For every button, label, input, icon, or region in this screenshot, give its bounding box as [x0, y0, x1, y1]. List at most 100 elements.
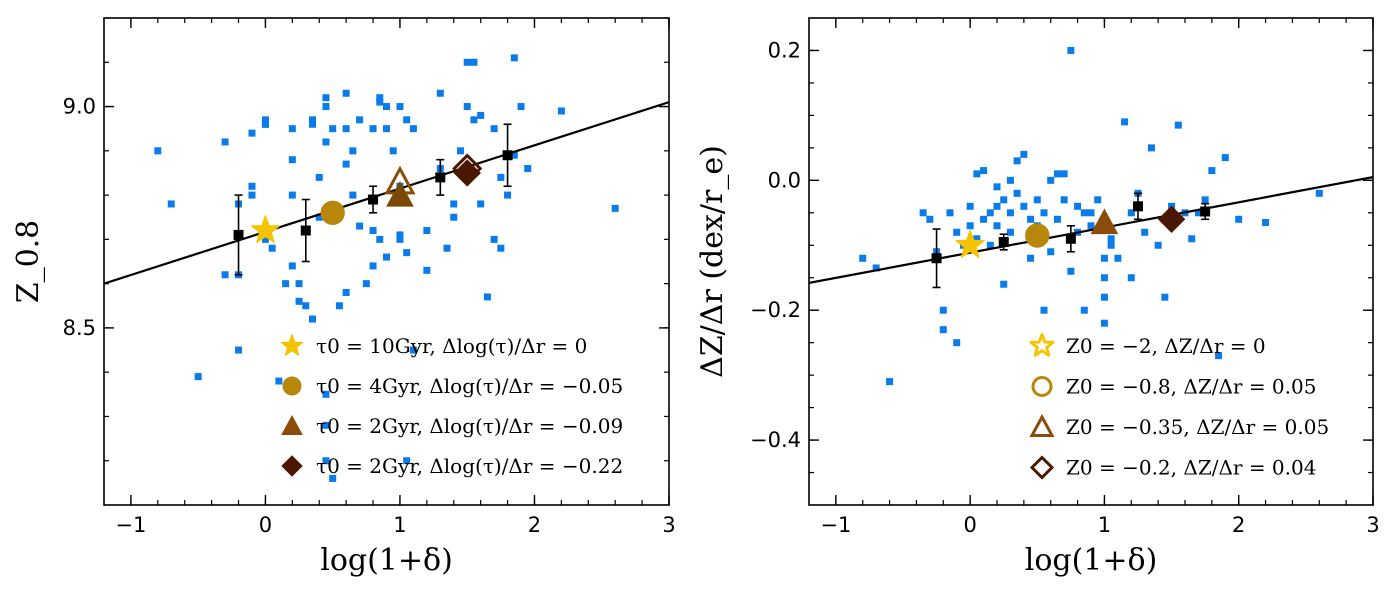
scatter-point: [343, 161, 350, 168]
scatter-point: [309, 116, 316, 123]
scatter-point: [356, 116, 363, 123]
scatter-point: [558, 107, 565, 114]
x-tick-label: 0: [259, 513, 272, 537]
scatter-point: [437, 90, 444, 97]
scatter-point: [336, 302, 343, 309]
legend: τ0 = 10Gyr, Δlog(τ)/Δr = 0 τ0 = 4Gyr, Δlo…: [281, 334, 623, 478]
binned-point: [1133, 201, 1143, 211]
y-tick-label: 0.2: [768, 38, 801, 62]
scatter-point: [248, 130, 255, 137]
scatter-point: [1202, 196, 1209, 203]
x-tick-label: −1: [115, 513, 146, 537]
scatter-point: [195, 373, 202, 380]
scatter-point: [1034, 196, 1041, 203]
scatter-point: [262, 121, 269, 128]
y-tick-label: −0.2: [750, 298, 801, 322]
scatter-point: [329, 125, 336, 132]
y-tick-label: −0.4: [750, 428, 801, 452]
scatter-point: [410, 125, 417, 132]
x-tick-label: 1: [1098, 513, 1111, 537]
scatter-point: [477, 112, 484, 119]
scatter-point: [967, 222, 974, 229]
scatter-point: [994, 203, 1001, 210]
scatter-point: [316, 174, 323, 181]
scatter-point: [1128, 274, 1135, 281]
scatter-point: [322, 138, 329, 145]
scatter-point: [309, 316, 316, 323]
scatter-point: [343, 90, 350, 97]
scatter-point: [994, 222, 1001, 229]
scatter-point: [953, 339, 960, 346]
scatter-point: [383, 125, 390, 132]
legend-marker-star: [281, 335, 303, 356]
scatter-point: [390, 147, 397, 154]
legend-label: Z0 = −2, ΔZ/Δr = 0: [1066, 334, 1266, 358]
scatter-point: [920, 209, 927, 216]
model-marker-circle: [1026, 224, 1049, 247]
figure: −1 0 1 2 38.59.0log(1+δ)Z_0.8τ0 = 10Gyr, Δlo…: [0, 0, 1400, 600]
scatter-point: [370, 125, 377, 132]
scatter-point: [1141, 229, 1148, 236]
scatter-point: [1054, 216, 1061, 223]
model-marker-triangle: [1091, 210, 1117, 234]
scatter-point: [450, 214, 457, 221]
binned-point: [234, 230, 244, 240]
legend-label: Z0 = −0.2, ΔZ/Δr = 0.04: [1066, 456, 1316, 480]
scatter-point: [1148, 144, 1155, 151]
scatter-point: [343, 125, 350, 132]
scatter-point: [222, 271, 229, 278]
scatter-point: [289, 192, 296, 199]
scatter-point: [1067, 268, 1074, 275]
scatter-point: [1047, 177, 1054, 184]
scatter-point: [1208, 167, 1215, 174]
scatter-point: [511, 54, 518, 61]
scatter-point: [370, 227, 377, 234]
scatter-point: [497, 174, 504, 181]
binned-point: [1200, 207, 1210, 217]
binned-point: [932, 253, 942, 263]
x-tick-label: 2: [1232, 513, 1245, 537]
scatter-point: [403, 249, 410, 256]
scatter-point: [1155, 242, 1162, 249]
scatter-point: [289, 262, 296, 269]
scatter-point: [376, 236, 383, 243]
scatter-point: [491, 236, 498, 243]
scatter-point: [1108, 242, 1115, 249]
scatter-point: [1235, 216, 1242, 223]
scatter-point: [168, 200, 175, 207]
scatter-point: [396, 236, 403, 243]
scatter-point: [302, 302, 309, 309]
binned-point: [301, 226, 311, 236]
scatter-point: [470, 116, 477, 123]
scatter-point: [1101, 320, 1108, 327]
scatter-point: [973, 170, 980, 177]
fit-line: [809, 177, 1373, 283]
legend: Z0 = −2, ΔZ/Δr = 0Z0 = −0.8, ΔZ/Δr = 0.0…: [1031, 334, 1329, 480]
scatter-point: [980, 216, 987, 223]
legend-label: τ0 = 2Gyr, Δlog(τ)/Δr = −0.09: [316, 414, 623, 438]
legend-label: τ0 = 10Gyr, Δlog(τ)/Δr = 0: [316, 334, 587, 358]
scatter-point: [322, 94, 329, 101]
scatter-point: [356, 223, 363, 230]
scatter-point: [980, 167, 987, 174]
scatter-point: [1101, 274, 1108, 281]
legend-marker-circle: [1033, 378, 1051, 396]
x-tick-label: 1: [393, 513, 406, 537]
scatter-point: [1222, 154, 1229, 161]
scatter-point: [296, 280, 303, 287]
scatter-point: [504, 192, 511, 199]
scatter-point: [363, 280, 370, 287]
scatter-point: [1088, 222, 1095, 229]
y-tick-label: 8.5: [63, 316, 96, 340]
legend-label: Z0 = −0.35, ΔZ/Δr = 0.05: [1066, 415, 1329, 439]
binned-point: [1066, 234, 1076, 244]
scatter-point: [1041, 307, 1048, 314]
scatter-point: [289, 156, 296, 163]
scatter-point: [947, 209, 954, 216]
scatter-point: [423, 227, 430, 234]
scatter-point: [1000, 196, 1007, 203]
scatter-point: [282, 280, 289, 287]
x-axis-label: log(1+δ): [1025, 543, 1158, 578]
scatter-point: [1188, 235, 1195, 242]
scatter-point: [940, 326, 947, 333]
